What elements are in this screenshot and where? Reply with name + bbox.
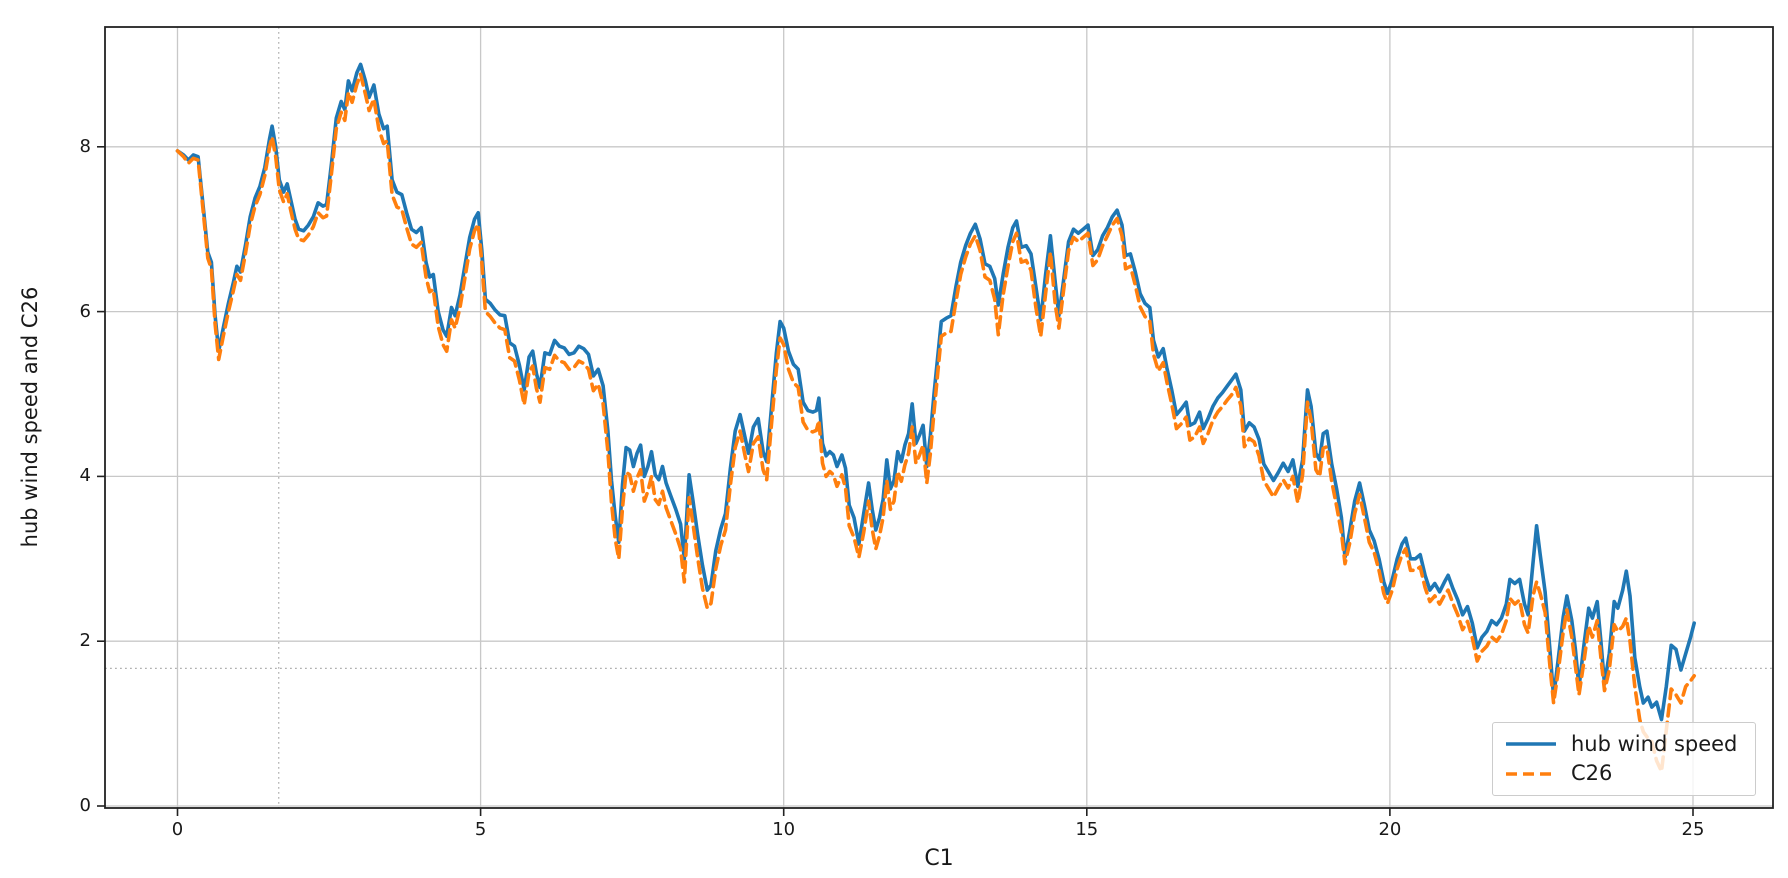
x-tick-label-20: 20: [1378, 819, 1402, 840]
x-tick-label-0: 0: [171, 819, 184, 840]
x-tick-label-25: 25: [1681, 819, 1705, 840]
x-tick-label-15: 15: [1075, 819, 1099, 840]
y-tick-label-6: 6: [79, 300, 91, 322]
legend-line-sample-solid: [1506, 742, 1556, 746]
legend-item-hub-wind-speed: hub wind speed: [1493, 731, 1755, 756]
y-tick-label-4: 4: [79, 465, 91, 487]
x-axis-label: C1: [924, 846, 954, 871]
legend-line-sample-dashed: [1506, 772, 1556, 776]
series-line-hub-wind-speed: [175, 62, 1696, 722]
y-axis-label: hub wind speed and C26: [18, 286, 42, 548]
x-tick-label-10: 10: [772, 819, 796, 840]
y-tick-label-2: 2: [79, 630, 91, 652]
y-tick-label-8: 8: [79, 135, 91, 157]
series-line-C26: [175, 72, 1696, 774]
legend-item-c26: C26: [1493, 763, 1755, 784]
axes-spines: [104, 26, 1774, 809]
legend-label-c26: C26: [1571, 761, 1613, 786]
x-tick-label-5: 5: [474, 819, 487, 840]
legend: hub wind speed C26: [1492, 722, 1756, 796]
legend-label-hub-wind-speed: hub wind speed: [1571, 731, 1738, 756]
y-tick-label-0: 0: [79, 795, 91, 816]
